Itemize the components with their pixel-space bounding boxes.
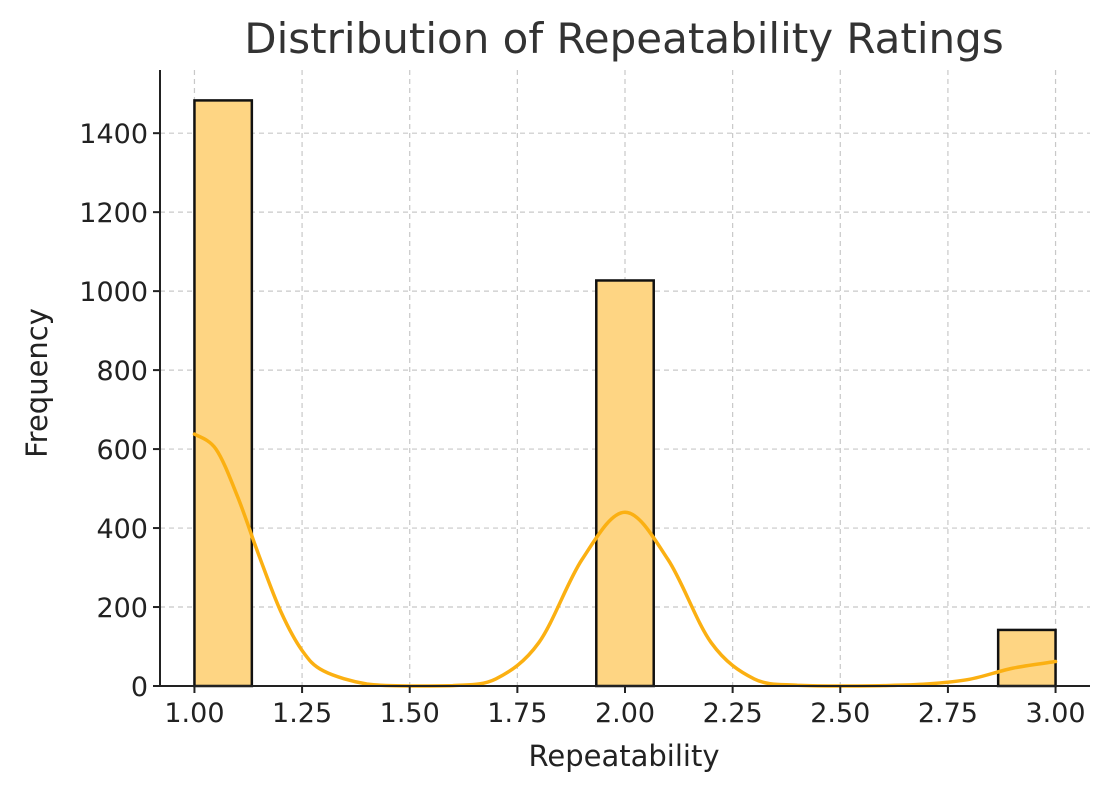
histogram-bar (996, 628, 1057, 688)
x-axis-label: Repeatability (529, 739, 720, 773)
x-tick-label: 1.00 (164, 698, 224, 729)
y-tick-label: 800 (96, 356, 148, 387)
axes: 1.00 1.25 1.50 1.75 2.00 2.25 2.50 2.75 3.00 0 200… (79, 70, 1090, 729)
y-tick-label: 1200 (79, 198, 148, 229)
chart-title: Distribution of Repeatability Ratings (244, 14, 1003, 63)
histogram-bar (193, 99, 254, 688)
y-tick-label: 1000 (79, 277, 148, 308)
y-tick-label: 400 (96, 514, 148, 545)
y-tick-label: 600 (96, 435, 148, 466)
y-tick-label: 1400 (79, 119, 148, 150)
x-tick-label: 1.75 (487, 698, 547, 729)
x-tick-label: 3.00 (1025, 698, 1085, 729)
x-tick-label: 1.50 (380, 698, 440, 729)
x-tick-label: 2.00 (595, 698, 655, 729)
x-tick-label: 1.25 (272, 698, 332, 729)
grid-layer (160, 70, 1090, 687)
x-tick-label: 2.50 (810, 698, 870, 729)
y-axis-label: Frequency (20, 308, 54, 458)
x-tick-label: 2.25 (703, 698, 763, 729)
histogram-bar (595, 279, 655, 688)
y-tick-label: 200 (96, 593, 148, 624)
x-tick-label: 2.75 (918, 698, 978, 729)
y-tick-label: 0 (131, 672, 148, 703)
